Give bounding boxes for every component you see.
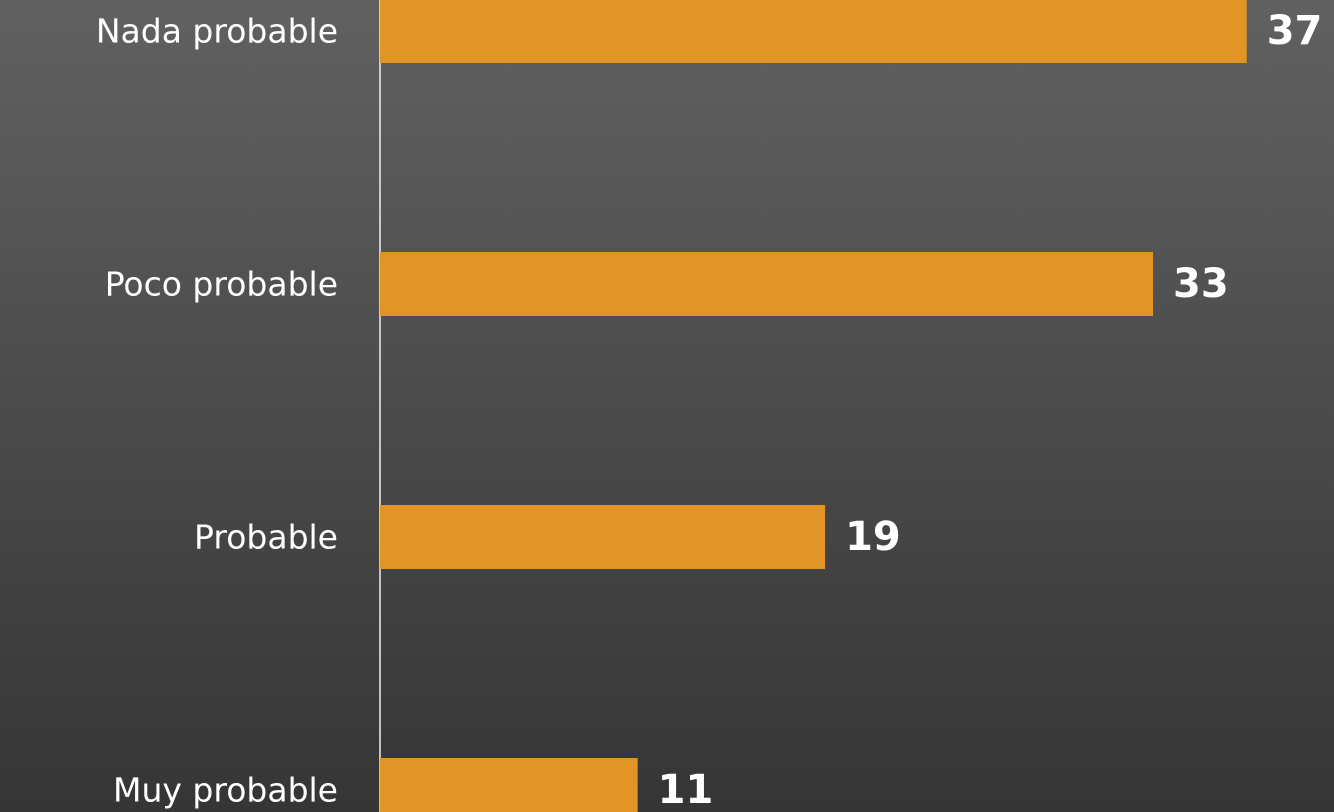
category-label: Muy probable <box>113 771 338 810</box>
bar <box>380 505 826 569</box>
value-label: 19 <box>845 514 901 560</box>
category-label: Probable <box>194 518 338 557</box>
category-label: Nada probable <box>96 12 338 51</box>
bar <box>380 252 1154 316</box>
bar <box>380 758 638 812</box>
value-label: 11 <box>658 767 714 812</box>
category-label: Poco probable <box>105 265 338 304</box>
bar <box>380 0 1247 63</box>
value-label: 37 <box>1267 8 1323 54</box>
value-label: 33 <box>1173 261 1229 307</box>
